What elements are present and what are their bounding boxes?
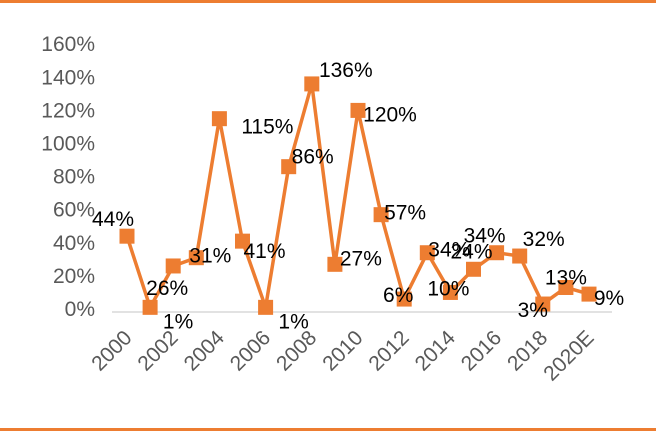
data-label: 86%	[292, 146, 334, 169]
data-markers	[119, 76, 597, 315]
data-label: 34%	[464, 225, 506, 248]
y-axis: 0% 20% 40% 60% 80% 100% 120% 140% 160%	[41, 33, 95, 321]
data-marker	[188, 250, 204, 266]
data-marker	[327, 256, 343, 272]
data-marker	[558, 279, 574, 295]
data-marker	[419, 245, 435, 261]
data-label: 26%	[146, 277, 188, 300]
y-tick-label: 100%	[41, 133, 95, 156]
x-tick-label: 2004	[180, 326, 230, 376]
y-tick-label: 0%	[65, 298, 95, 321]
data-label: 120%	[363, 103, 417, 126]
data-marker	[119, 228, 135, 244]
y-tick-label: 60%	[53, 199, 95, 222]
x-tick-label: 2008	[272, 326, 321, 375]
y-tick-label: 160%	[41, 33, 95, 56]
data-label: 13%	[545, 266, 587, 289]
y-tick-label: 140%	[41, 66, 95, 89]
y-tick-label: 20%	[53, 265, 95, 288]
data-marker	[535, 296, 551, 312]
data-marker	[489, 245, 505, 261]
data-labels: 44% 1% 26%31% 115% 41% 1% 86% 136% 27% 120% 57% 6% 3…	[92, 59, 624, 333]
x-tick-label: 2016	[457, 326, 506, 375]
data-marker	[350, 102, 366, 118]
x-tick-label: 2006	[226, 326, 275, 375]
data-marker	[442, 284, 458, 300]
data-label: 44%	[92, 208, 134, 231]
data-marker	[258, 299, 274, 315]
x-tick-label: 2000	[87, 326, 136, 375]
data-label: 34%	[428, 239, 470, 262]
data-marker	[373, 207, 389, 223]
data-marker	[211, 111, 227, 127]
data-label: 9%	[594, 287, 624, 310]
bottom-rule	[0, 428, 656, 431]
data-label: 32%	[523, 228, 565, 251]
data-marker	[396, 291, 412, 307]
data-label: 24%	[450, 240, 492, 263]
x-tick-label: 2020E	[539, 326, 598, 385]
x-axis: 2000200220042006200820102012201420162018…	[87, 326, 598, 385]
data-marker	[281, 159, 297, 175]
data-label: 27%	[340, 247, 382, 270]
data-label: 57%	[384, 202, 426, 225]
x-tick-label: 2010	[318, 326, 367, 375]
top-rule	[0, 0, 656, 3]
data-marker	[512, 248, 528, 264]
data-label: 10%	[427, 277, 469, 300]
x-tick-label: 2014	[411, 326, 461, 376]
data-label: 1%	[163, 310, 193, 333]
data-label: 31%	[189, 245, 231, 268]
data-label: 136%	[319, 59, 373, 82]
data-marker	[235, 233, 250, 249]
data-marker	[165, 258, 181, 274]
x-tick-label: 2012	[364, 326, 413, 375]
x-tick-label: 2002	[133, 326, 182, 375]
y-tick-label: 40%	[53, 232, 95, 255]
data-label: 3%	[518, 299, 548, 322]
data-marker	[142, 299, 158, 315]
data-label: 6%	[383, 284, 413, 307]
data-label: 41%	[243, 240, 285, 263]
data-marker	[581, 286, 597, 302]
data-label: 1%	[278, 310, 308, 333]
data-marker	[304, 76, 320, 92]
data-label: 115%	[241, 116, 293, 139]
y-tick-label: 80%	[53, 166, 95, 189]
data-marker	[466, 261, 481, 277]
y-tick-label: 120%	[41, 99, 95, 122]
